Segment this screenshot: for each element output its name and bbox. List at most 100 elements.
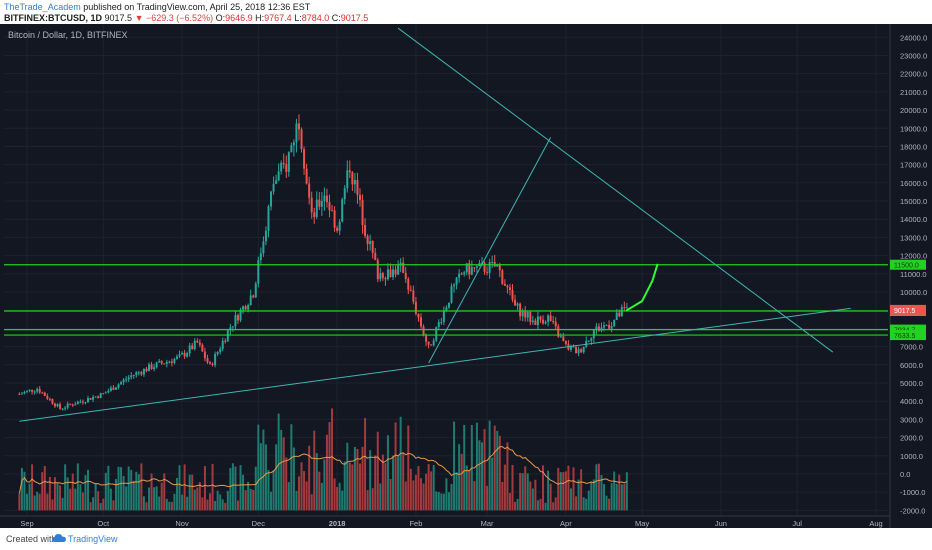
candle-body bbox=[201, 344, 204, 352]
candle-body bbox=[447, 302, 450, 308]
candle-body bbox=[155, 362, 158, 368]
volume-bar bbox=[28, 483, 31, 511]
candle-body bbox=[79, 401, 82, 403]
volume-bar bbox=[590, 481, 593, 511]
author-link[interactable]: TheTrade_Academ bbox=[4, 2, 81, 12]
price-tick-label: 19000.0 bbox=[900, 124, 927, 133]
candle-body bbox=[514, 299, 517, 306]
open-label: O: bbox=[215, 13, 226, 23]
volume-bar bbox=[394, 422, 397, 511]
candle-body bbox=[427, 341, 430, 345]
price-tick-label: 1000.0 bbox=[900, 452, 923, 461]
candle-body bbox=[282, 162, 285, 165]
candle-body bbox=[455, 277, 458, 285]
candle-body bbox=[542, 319, 545, 324]
candle-body bbox=[498, 264, 501, 271]
candle-body bbox=[18, 393, 21, 395]
candle-body bbox=[107, 390, 110, 393]
candle-body bbox=[437, 322, 440, 328]
volume-bar bbox=[371, 488, 374, 511]
volume-bar bbox=[587, 490, 590, 511]
volume-bar bbox=[257, 424, 260, 511]
volume-bar bbox=[117, 466, 120, 511]
price-tick-label: -1000.0 bbox=[900, 488, 925, 497]
candle-body bbox=[343, 188, 346, 200]
volume-bar bbox=[297, 476, 300, 511]
candle-body bbox=[114, 387, 117, 390]
volume-bar bbox=[511, 464, 514, 511]
candle-body bbox=[580, 349, 583, 353]
candle-body bbox=[430, 344, 433, 346]
price-chart[interactable]: Bitcoin / Dollar, 1D, BITFINEX 24000.0 23… bbox=[0, 24, 932, 528]
trendline bbox=[428, 137, 552, 364]
projection bbox=[625, 263, 659, 312]
volume-bar bbox=[409, 468, 412, 511]
volume-bar bbox=[397, 456, 400, 511]
candle-body bbox=[432, 340, 435, 346]
volume-bar bbox=[366, 490, 369, 511]
support-resistance-levels bbox=[4, 264, 888, 336]
volume-bar bbox=[386, 435, 389, 511]
volume-bar bbox=[547, 470, 550, 511]
grid bbox=[4, 24, 888, 516]
candle-body bbox=[419, 317, 422, 327]
volume-bar bbox=[160, 482, 163, 511]
candle-body bbox=[229, 327, 232, 331]
candle-body bbox=[463, 272, 466, 275]
candle-body bbox=[486, 271, 489, 273]
volume-bar bbox=[465, 465, 468, 511]
volume-bar bbox=[175, 477, 178, 511]
volume-bar bbox=[300, 462, 303, 511]
candle-body bbox=[51, 399, 54, 404]
volume-bar bbox=[491, 457, 494, 511]
candle-body bbox=[315, 199, 318, 217]
volume-bar bbox=[536, 500, 539, 511]
candle-body bbox=[407, 278, 410, 290]
volume-bar bbox=[84, 475, 87, 511]
volume-bar bbox=[343, 461, 346, 511]
volume-bar bbox=[564, 471, 567, 511]
candle-body bbox=[244, 306, 247, 310]
volume-bar bbox=[376, 431, 379, 511]
candle-body bbox=[465, 263, 468, 273]
price-tick-label: 10000.0 bbox=[900, 288, 927, 297]
volume-bar bbox=[148, 487, 151, 511]
tradingview-logo[interactable]: TradingView bbox=[68, 534, 118, 544]
candle-body bbox=[529, 311, 532, 323]
volume-bar bbox=[435, 491, 438, 511]
chart-area[interactable]: Bitcoin / Dollar, 1D, BITFINEX 24000.0 23… bbox=[0, 24, 932, 528]
volume-bar bbox=[531, 488, 534, 511]
volume-bar bbox=[481, 442, 484, 511]
candle-body bbox=[264, 230, 267, 242]
candle-body bbox=[148, 364, 151, 372]
price-tick-label: 16000.0 bbox=[900, 179, 927, 188]
volume-bar bbox=[38, 493, 41, 511]
candle-body bbox=[374, 252, 377, 261]
candle-body bbox=[142, 368, 145, 375]
candle-body bbox=[536, 316, 539, 325]
candle-body bbox=[595, 326, 598, 331]
volume-bar bbox=[165, 498, 168, 511]
volume-bar bbox=[206, 499, 209, 511]
time-axis[interactable]: Sep Oct Nov Dec 2018 Feb Mar Apr May Jun Jul Aug bbox=[0, 515, 890, 528]
price-tick-label: 22000.0 bbox=[900, 70, 927, 79]
candle-body bbox=[559, 336, 562, 338]
price-tick-label: -2000.0 bbox=[900, 506, 925, 515]
candle-body bbox=[94, 396, 97, 398]
symbol-line: BITFINEX:BTCUSD, 1D 9017.5 ▼ −629.3 (−6.… bbox=[4, 12, 368, 24]
candle-body bbox=[346, 170, 349, 189]
price-tick-label: 13000.0 bbox=[900, 233, 927, 242]
price-axis[interactable]: 24000.0 23000.0 22000.0 21000.0 20000.0 19000… bbox=[889, 24, 932, 528]
candle-body bbox=[41, 392, 44, 394]
volume-bar bbox=[112, 500, 115, 511]
candle-body bbox=[333, 210, 336, 228]
volume-bar bbox=[603, 484, 606, 511]
volume-bar bbox=[315, 453, 318, 511]
candle-body bbox=[66, 403, 69, 408]
candle-body bbox=[572, 346, 575, 348]
candle-body bbox=[521, 310, 524, 317]
candle-body bbox=[331, 210, 334, 212]
volume-bar bbox=[417, 466, 420, 511]
volume-bars bbox=[18, 408, 628, 511]
volume-bar bbox=[422, 483, 425, 511]
